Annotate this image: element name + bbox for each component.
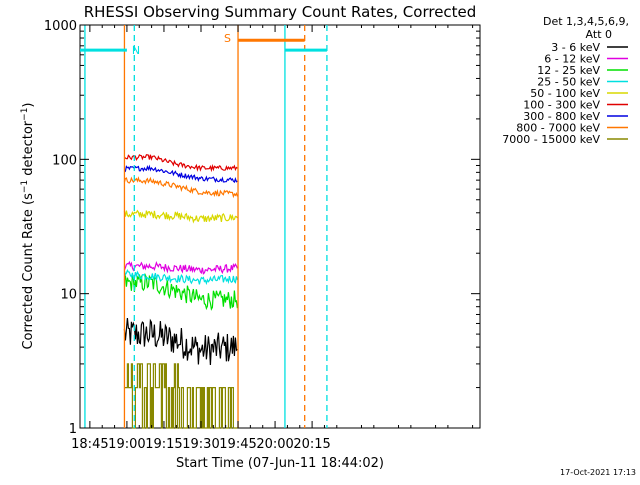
plot-border — [79, 24, 481, 429]
series-6-12-kev — [123, 260, 238, 275]
series-layer — [123, 154, 238, 429]
series-300-800-kev — [123, 164, 238, 184]
series-3-6-kev — [123, 318, 238, 366]
interval-label: S — [224, 32, 231, 45]
legend-header-detectors: Det 1,3,4,5,6,9, — [543, 15, 629, 28]
y-tick-label: 10 — [60, 288, 77, 303]
y-tick-label: 100 — [52, 153, 77, 168]
legend-label-6-12-kev: 6 - 12 keV — [544, 53, 600, 66]
x-tick-label: 19:45 — [219, 437, 256, 452]
interval-layer: NS — [80, 25, 328, 428]
legend-label-3-6-kev: 3 - 6 keV — [551, 41, 600, 54]
interval-label: N — [132, 44, 140, 57]
series-12-25-kev — [123, 273, 238, 311]
x-tick-label: 19:15 — [145, 437, 182, 452]
legend-label-12-25-kev: 12 - 25 keV — [537, 64, 600, 77]
series-7000-15000-kev — [124, 363, 238, 429]
series-50-100-kev — [123, 209, 238, 224]
axis-layer: 18:45 19:00 19:15 19:30 19:45 20:00 20:15 1 10 10… — [44, 19, 480, 452]
footer-date: 17-Oct-2021 17:13 — [560, 468, 636, 477]
x-tick-label: 18:45 — [71, 437, 108, 452]
legend-header-attenuator: Att 0 — [586, 28, 612, 41]
legend-label-7000-15000-kev: 7000 - 15000 keV — [502, 133, 600, 146]
legend-label-50-100-kev: 50 - 100 keV — [530, 87, 600, 100]
y-axis-label: Corrected Count Rate (s−1 detector−1) — [20, 102, 36, 349]
y-tick-label: 1000 — [44, 19, 77, 34]
x-tick-label: 20:00 — [256, 437, 293, 452]
series-100-300-kev — [124, 154, 238, 173]
y-tick-label: 1 — [69, 422, 77, 437]
legend-label-25-50-kev: 25 - 50 keV — [537, 76, 600, 89]
series-800-7000-kev — [123, 176, 238, 199]
legend-label-800-7000-kev: 800 - 7000 keV — [516, 122, 600, 135]
plot-frame — [79, 24, 481, 429]
legend-label-300-800-kev: 300 - 800 keV — [523, 110, 600, 123]
chart-title: RHESSI Observing Summary Count Rates, Co… — [84, 3, 477, 21]
x-tick-label: 19:30 — [182, 437, 219, 452]
x-axis-label: Start Time (07-Jun-11 18:44:02) — [176, 456, 384, 471]
legend-label-100-300-kev: 100 - 300 keV — [523, 99, 600, 112]
series-25-50-kev — [123, 269, 238, 286]
x-tick-label: 20:15 — [293, 437, 330, 452]
x-tick-label: 19:00 — [108, 437, 145, 452]
